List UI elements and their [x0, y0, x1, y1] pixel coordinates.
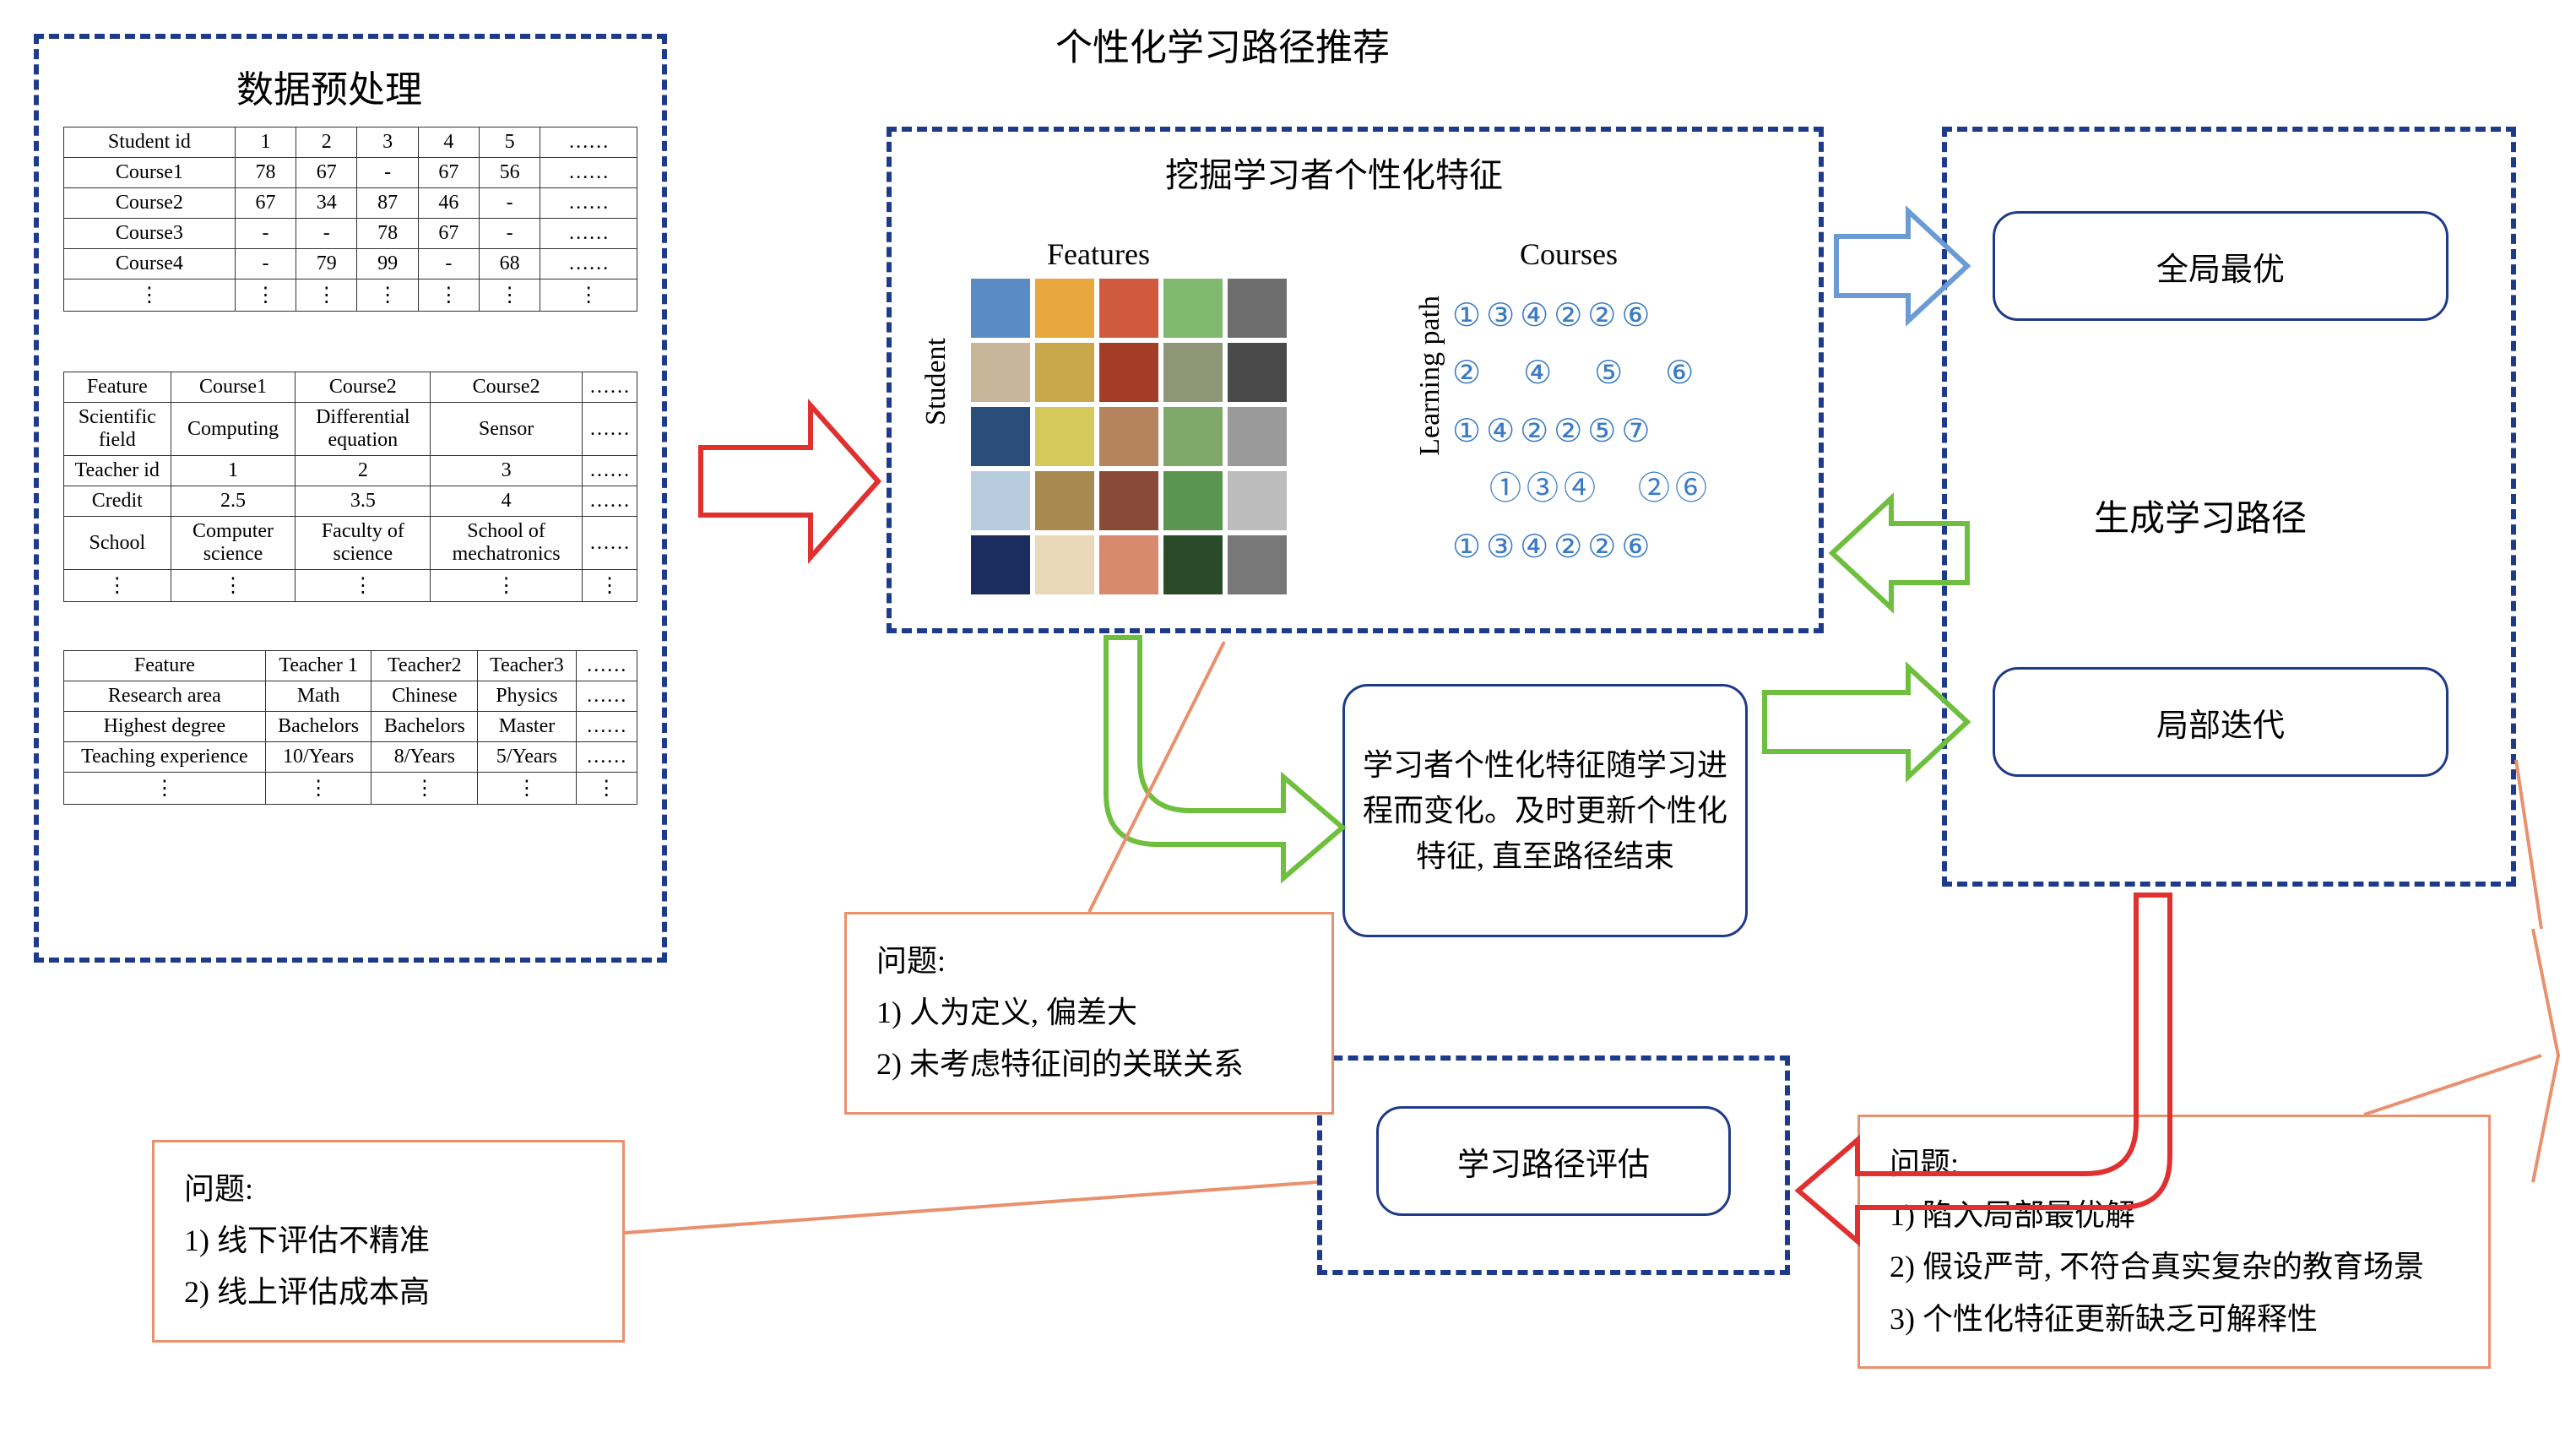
course-path-row: ② ④ ⑤ ⑥ [1452, 345, 1712, 402]
heatmap-cell [1163, 535, 1223, 594]
arrow-green-mining-to-update [1106, 638, 1342, 878]
heatmap-cell [1163, 343, 1223, 402]
orange-bracket-icon [2533, 929, 2558, 1182]
heatmap-cell [1099, 471, 1158, 530]
heatmap-cell [971, 279, 1030, 338]
preprocess-title: 数据预处理 [236, 59, 422, 113]
course-path-row: ①③④ ②⑥ [1452, 460, 1712, 518]
heatmap-cell [1035, 343, 1094, 402]
heatmap-cell [1163, 279, 1223, 338]
heatmap-cell [1099, 343, 1158, 402]
course-path-row: ①③④②②⑥ [1452, 518, 1712, 576]
problem3-item2: 2) 假设严苛, 不符合真实复杂的教育场景 [1890, 1241, 2459, 1293]
problem-box-3: 问题: 1) 陷入局部最优解 2) 假设严苛, 不符合真实复杂的教育场景 3) … [1857, 1115, 2491, 1369]
eval-box: 学习路径评估 [1376, 1106, 1731, 1216]
heatmap-cell [1035, 407, 1094, 466]
heatmap-cell [971, 407, 1030, 466]
problem-box-2: 问题: 1) 线下评估不精准 2) 线上评估成本高 [152, 1140, 625, 1343]
features-label: Features [1047, 236, 1150, 272]
problem3-title: 问题: [1890, 1138, 2459, 1190]
learning-path-vlabel: Learning path [1414, 296, 1446, 456]
problem-box-1: 问题: 1) 人为定义, 偏差大 2) 未考虑特征间的关联关系 [844, 912, 1334, 1115]
heatmap-cell [1228, 279, 1287, 338]
orange-line-p1 [1089, 642, 1224, 912]
orange-line-p2 [625, 1182, 1317, 1233]
main-title: 个性化学习路径推荐 [1055, 17, 1390, 71]
orange-line-p3 [2516, 760, 2541, 929]
problem1-title: 问题: [876, 936, 1302, 987]
teacher-feature-table: FeatureTeacher 1Teacher2Teacher3……Resear… [63, 650, 637, 805]
heatmap-cell [1035, 535, 1094, 594]
update-features-box: 学习者个性化特征随学习进程而变化。及时更新个性化特征, 直至路径结束 [1342, 684, 1748, 937]
generate-title: 生成学习路径 [2094, 490, 2307, 541]
heatmap-cell [971, 535, 1030, 594]
problem3-item3: 3) 个性化特征更新缺乏可解释性 [1890, 1294, 2459, 1345]
course-path-row: ①④②②⑤⑦ [1452, 403, 1712, 460]
heatmap-cell [971, 343, 1030, 402]
courses-label: Courses [1520, 236, 1618, 272]
heatmap-cell [1163, 407, 1223, 466]
courses-paths-grid: ①③④②②⑥② ④ ⑤ ⑥①④②②⑤⑦ ①③④ ②⑥①③④②②⑥ [1452, 287, 1712, 576]
global-optimal-box: 全局最优 [1993, 211, 2449, 321]
problem2-title: 问题: [184, 1164, 593, 1215]
heatmap-cell [1099, 407, 1158, 466]
heatmap-cell [1163, 471, 1223, 530]
feature-heatmap [971, 279, 1287, 594]
problem1-item1: 1) 人为定义, 偏差大 [876, 987, 1302, 1039]
course-path-row: ①③④②②⑥ [1452, 287, 1712, 345]
heatmap-cell [1099, 279, 1158, 338]
heatmap-cell [1099, 535, 1158, 594]
heatmap-cell [1228, 343, 1287, 402]
problem2-item2: 2) 线上评估成本高 [184, 1267, 593, 1318]
student-course-table: Student id12345……Course17867-6756……Cours… [63, 127, 637, 312]
heatmap-cell [1228, 471, 1287, 530]
problem1-item2: 2) 未考虑特征间的关联关系 [876, 1039, 1302, 1090]
arrow-green-update-to-local [1765, 667, 1967, 777]
mining-title: 挖掘学习者个性化特征 [1165, 148, 1503, 197]
local-iterate-box: 局部迭代 [1993, 667, 2449, 777]
problem3-item1: 1) 陷入局部最优解 [1890, 1190, 2459, 1241]
course-feature-table: FeatureCourse1Course2Course2……Scientific… [63, 372, 637, 602]
problem2-item1: 1) 线下评估不精准 [184, 1215, 593, 1267]
heatmap-cell [1035, 471, 1094, 530]
heatmap-cell [1228, 535, 1287, 594]
heatmap-cell [1228, 407, 1287, 466]
orange-line-p3b [2364, 1055, 2541, 1115]
student-vlabel: Student [920, 338, 952, 426]
arrow-red-to-mining [701, 405, 878, 557]
heatmap-cell [1035, 279, 1094, 338]
heatmap-cell [971, 471, 1030, 530]
